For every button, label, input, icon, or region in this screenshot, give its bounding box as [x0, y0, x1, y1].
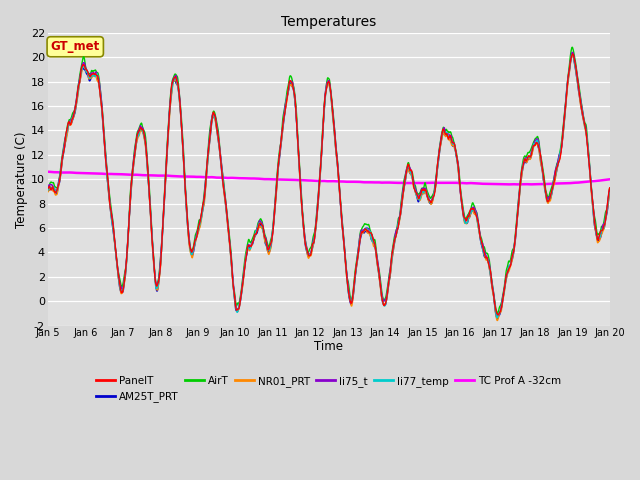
Y-axis label: Temperature (C): Temperature (C): [15, 131, 28, 228]
Legend: PanelT, AM25T_PRT, AirT, NR01_PRT, li75_t, li77_temp, TC Prof A -32cm: PanelT, AM25T_PRT, AirT, NR01_PRT, li75_…: [92, 372, 565, 406]
Text: GT_met: GT_met: [51, 40, 100, 53]
Title: Temperatures: Temperatures: [281, 15, 376, 29]
X-axis label: Time: Time: [314, 340, 343, 353]
